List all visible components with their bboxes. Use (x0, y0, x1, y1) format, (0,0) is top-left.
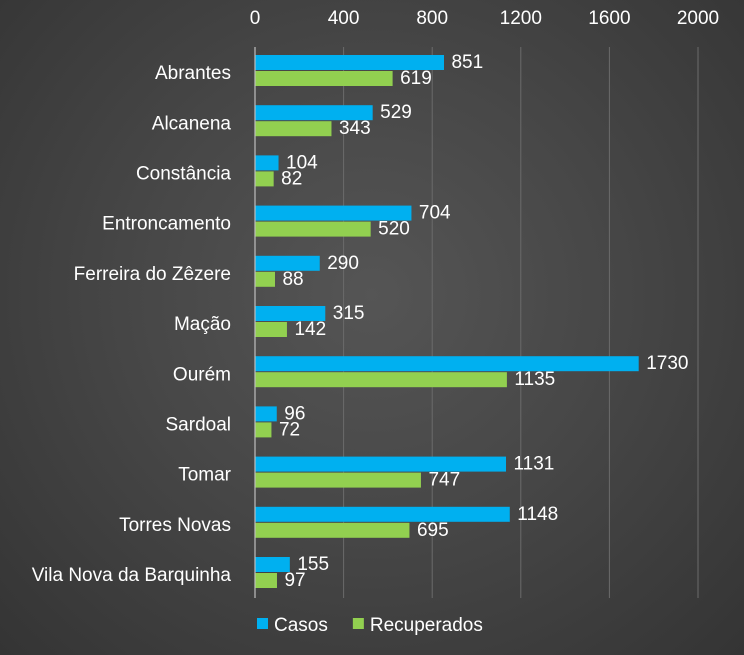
data-label: 1131 (514, 454, 555, 475)
category-label: Ourém (173, 364, 231, 385)
bars (255, 55, 639, 588)
bar-casos (255, 155, 279, 171)
bar-casos (255, 205, 412, 221)
data-label: 142 (294, 319, 326, 340)
category-label: Torres Novas (119, 515, 231, 536)
data-label: 88 (282, 269, 303, 290)
bar-recuperados (255, 221, 371, 237)
bar-recuperados (255, 71, 393, 86)
category-label: Tomar (178, 465, 231, 486)
data-label: 1148 (517, 504, 558, 525)
bar-casos (255, 306, 326, 321)
data-label: 851 (451, 52, 483, 73)
data-label: 96 (284, 403, 305, 424)
legend-swatch (257, 618, 268, 629)
data-label: 104 (286, 152, 318, 173)
bar-casos (255, 55, 444, 70)
bar-recuperados (255, 271, 275, 287)
legend-label: Recuperados (370, 615, 483, 636)
legend: Casos Recuperados (257, 615, 483, 636)
data-label: 529 (380, 102, 412, 123)
x-tick-label: 1200 (500, 8, 542, 29)
category-label: Abrantes (155, 63, 231, 84)
bar-casos (255, 557, 290, 572)
legend-swatch (352, 618, 364, 629)
data-label: 695 (417, 520, 449, 541)
data-label: 520 (378, 219, 410, 240)
data-label: 619 (400, 68, 432, 89)
data-label: 155 (297, 554, 329, 575)
data-label: 343 (339, 118, 371, 139)
data-label: 97 (284, 570, 305, 591)
category-label: Ferreira do Zêzere (74, 264, 231, 285)
bar-casos (255, 406, 277, 422)
bar-recuperados (255, 422, 272, 438)
x-axis-ticks: 0 400 800 1200 1600 2000 (250, 8, 719, 29)
x-tick-label: 2000 (677, 8, 719, 29)
data-label: 72 (279, 419, 300, 440)
bar-recuperados (255, 171, 274, 187)
bar-casos (255, 356, 639, 372)
data-label: 1135 (514, 369, 555, 390)
bar-recuperados (255, 372, 507, 388)
data-label: 704 (419, 203, 451, 224)
category-labels: Abrantes Alcanena Constância Entroncamento F… (32, 63, 232, 586)
bar-recuperados (255, 121, 332, 137)
category-label: Entroncamento (102, 214, 231, 235)
grid-lines (343, 47, 699, 598)
category-label: Sardoal (166, 415, 232, 436)
data-label: 82 (281, 168, 302, 189)
x-tick-label: 400 (328, 8, 360, 29)
bar-casos (255, 105, 373, 121)
bar-casos (255, 506, 510, 522)
legend-label: Casos (274, 615, 328, 636)
bar-recuperados (255, 472, 421, 488)
x-tick-label: 0 (250, 8, 261, 29)
data-label: 290 (327, 253, 359, 274)
data-label: 747 (428, 470, 460, 491)
bar-casos (255, 456, 507, 472)
bar-casos (255, 255, 320, 271)
category-label: Alcanena (152, 113, 232, 134)
x-tick-label: 1600 (588, 8, 630, 29)
data-label: 315 (333, 303, 365, 324)
category-label: Constância (136, 164, 231, 185)
category-label: Mação (174, 314, 231, 335)
data-label: 1730 (646, 353, 688, 374)
bar-recuperados (255, 322, 287, 337)
bar-recuperados (255, 573, 277, 588)
bar-recuperados (255, 522, 410, 538)
x-tick-label: 800 (416, 8, 448, 29)
category-label: Vila Nova da Barquinha (32, 565, 232, 586)
